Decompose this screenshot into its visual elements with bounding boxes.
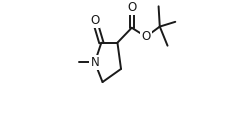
Text: N: N — [91, 56, 99, 69]
Text: O: O — [127, 1, 136, 14]
Text: O: O — [90, 14, 99, 27]
Text: O: O — [141, 30, 151, 43]
